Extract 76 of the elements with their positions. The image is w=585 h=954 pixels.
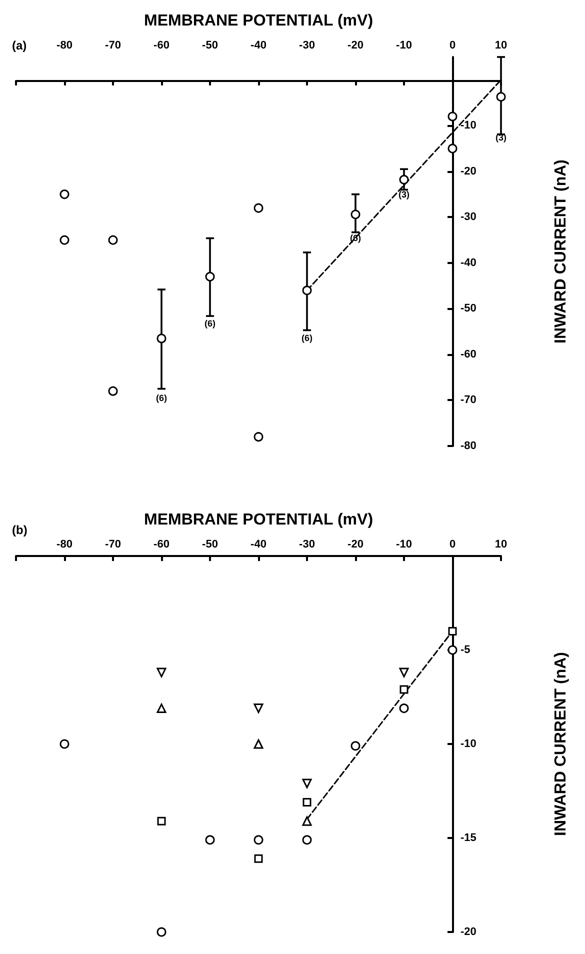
point <box>157 816 166 826</box>
point <box>254 704 264 714</box>
y-tick-label: -40 <box>460 256 476 269</box>
point <box>350 741 360 751</box>
y-tick-label: -30 <box>460 211 476 224</box>
point <box>254 835 264 845</box>
x-axis-title: MEMBRANE POTENTIAL (mV) <box>144 12 374 30</box>
x-tick-label: -60 <box>154 538 170 550</box>
x-tick-label: -50 <box>202 538 218 550</box>
y-tick-label: -70 <box>460 394 476 406</box>
x-tick-label: -10 <box>396 40 412 52</box>
x-tick-label: -30 <box>299 538 315 550</box>
text: (b) <box>12 523 28 537</box>
point <box>399 668 409 678</box>
point <box>156 927 166 937</box>
y-tick-label: -10 <box>460 738 476 750</box>
point <box>254 739 264 749</box>
annotation: (3) <box>398 189 410 200</box>
y-tick-label: -20 <box>460 165 476 178</box>
point <box>60 739 70 749</box>
annotation: (6) <box>204 318 216 329</box>
x-tick-label: -50 <box>202 40 218 52</box>
annotation: (6) <box>302 333 312 344</box>
point <box>496 92 506 102</box>
point <box>448 626 457 636</box>
point <box>108 235 118 245</box>
point <box>302 835 312 845</box>
point <box>156 334 166 344</box>
point <box>205 272 215 282</box>
x-tick-label: 10 <box>494 538 508 550</box>
x-tick-label: -30 <box>299 40 315 52</box>
x-tick-label: -20 <box>348 538 364 550</box>
x-tick-label: -10 <box>396 538 412 550</box>
point <box>108 386 118 396</box>
y-tick-label: -20 <box>460 926 476 938</box>
point <box>254 854 263 863</box>
point <box>156 668 166 678</box>
x-tick-label: -70 <box>105 40 121 52</box>
y-tick-label: -10 <box>460 120 476 132</box>
point <box>399 174 409 184</box>
point <box>60 190 70 200</box>
point <box>350 210 360 220</box>
point <box>254 432 264 442</box>
point <box>399 704 409 714</box>
point <box>400 685 408 694</box>
x-tick-label: 10 <box>494 40 508 52</box>
x-tick-label: -20 <box>348 40 364 52</box>
y-tick-label: -5 <box>460 644 470 656</box>
y-tick-label: -50 <box>460 302 476 315</box>
point <box>448 112 458 122</box>
point <box>448 645 458 655</box>
point <box>302 816 312 826</box>
x-tick-label: 0 <box>449 40 456 52</box>
point <box>448 144 458 154</box>
x-tick-label: -40 <box>250 40 266 52</box>
point <box>302 778 312 788</box>
point <box>302 286 312 296</box>
y-tick-label: -80 <box>460 440 476 452</box>
x-tick-label: -70 <box>105 538 121 550</box>
x-tick-label: -40 <box>250 538 266 550</box>
x-tick-label: -60 <box>154 40 170 52</box>
y-axis-title: INWARD CURRENT (nA) <box>552 652 570 836</box>
y-tick-label: -15 <box>460 832 476 844</box>
x-axis-title: MEMBRANE POTENTIAL (mV) <box>144 512 374 528</box>
y-axis-title: INWARD CURRENT (nA) <box>552 160 570 344</box>
x-tick-label: 0 <box>449 538 456 550</box>
point <box>302 798 312 807</box>
point <box>156 704 166 714</box>
y-tick-label: -60 <box>460 348 476 360</box>
point <box>205 835 215 845</box>
text: (a) <box>12 38 27 52</box>
annotation: (6) <box>156 392 167 403</box>
x-tick-label: -80 <box>56 40 72 52</box>
point <box>254 203 264 213</box>
point <box>60 235 70 245</box>
x-tick-label: -80 <box>56 538 72 550</box>
